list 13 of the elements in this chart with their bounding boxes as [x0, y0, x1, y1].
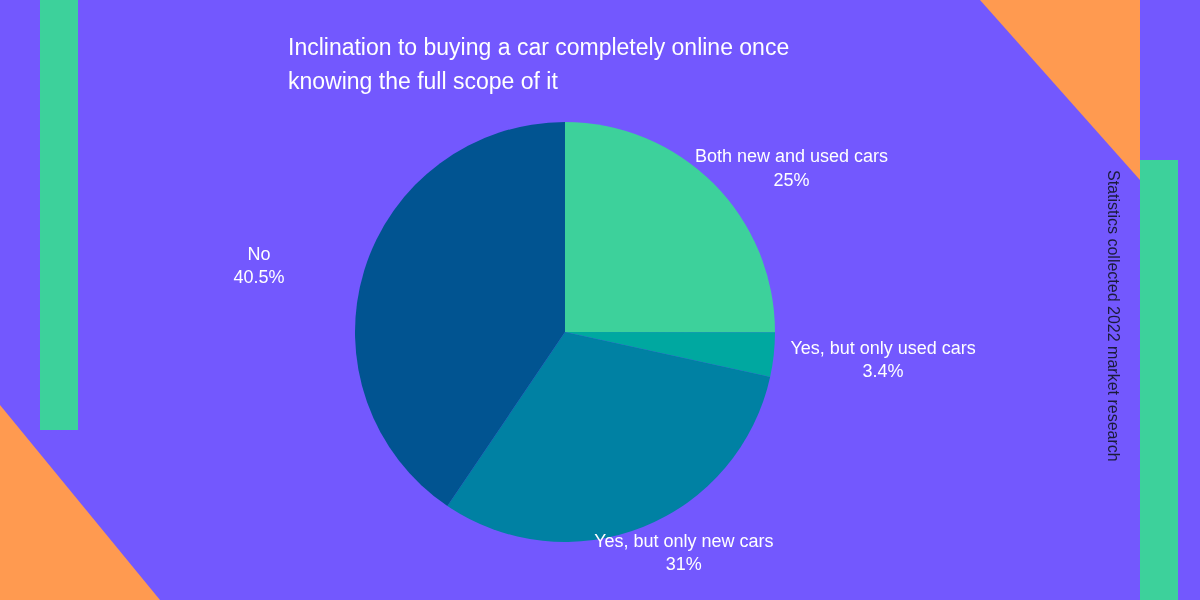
slice-label: Yes, but only new cars — [594, 530, 774, 551]
slice-label: Both new and used cars — [694, 146, 889, 167]
pie-slice — [565, 332, 775, 377]
chart-title: Inclination to buying a car completely online once knowing the full scope of it — [288, 33, 791, 96]
slice-label: No — [247, 243, 271, 264]
data-label: 25% — [773, 169, 810, 190]
data-label: 31% — [665, 553, 702, 574]
data-label: 3.4% — [862, 361, 904, 382]
slice-label: Yes, but only used cars — [790, 337, 976, 358]
data-label: 40.5% — [233, 266, 285, 287]
pie-slice — [565, 122, 775, 333]
text: Statistics collected 2022 market research — [1104, 170, 1122, 462]
pie-slice — [355, 122, 565, 506]
